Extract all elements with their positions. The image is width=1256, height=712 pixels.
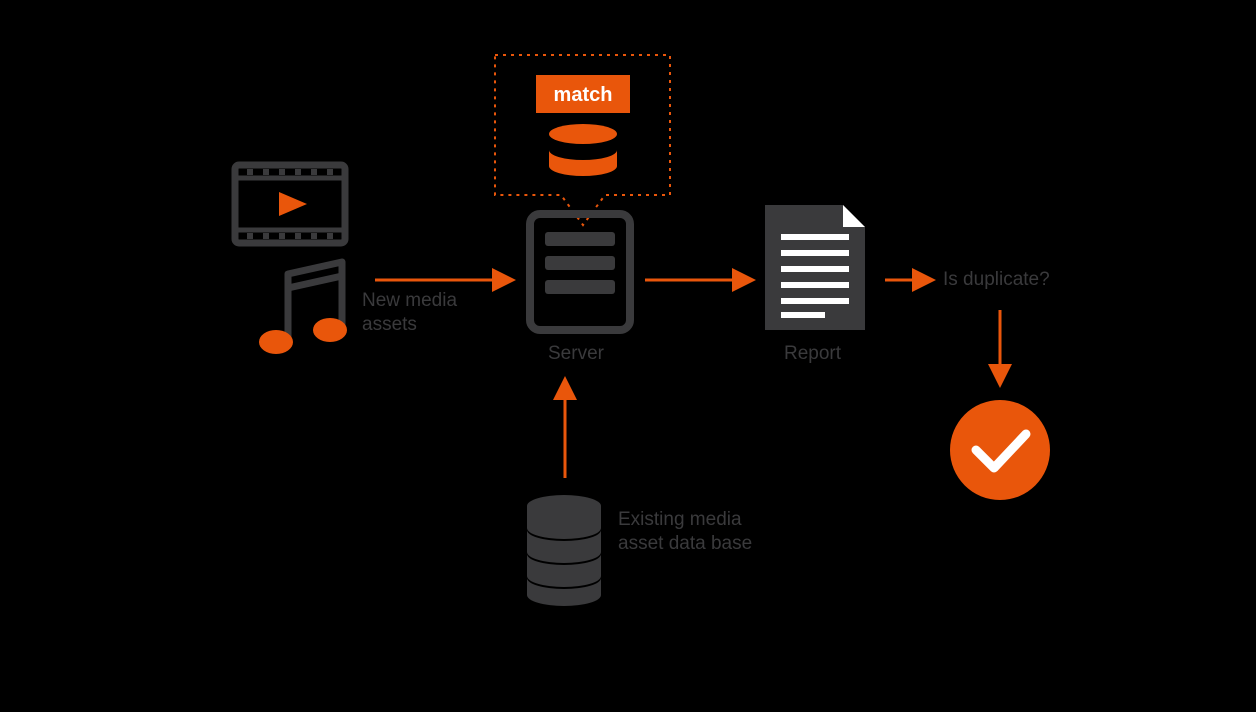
flow-diagram: match (0, 0, 1256, 712)
database-icon (527, 495, 601, 606)
label-existing-db: Existing media asset data base (618, 508, 778, 556)
report-icon (765, 205, 865, 330)
label-new-media: New media assets (362, 289, 502, 337)
match-callout: match (495, 55, 670, 225)
server-icon (530, 214, 630, 330)
label-duplicate: Is duplicate? (943, 268, 1050, 292)
label-server: Server (548, 342, 604, 366)
video-icon (235, 165, 345, 243)
label-report: Report (784, 342, 841, 366)
match-label: match (554, 84, 613, 106)
music-icon (259, 262, 347, 354)
checkmark-icon (950, 400, 1050, 500)
